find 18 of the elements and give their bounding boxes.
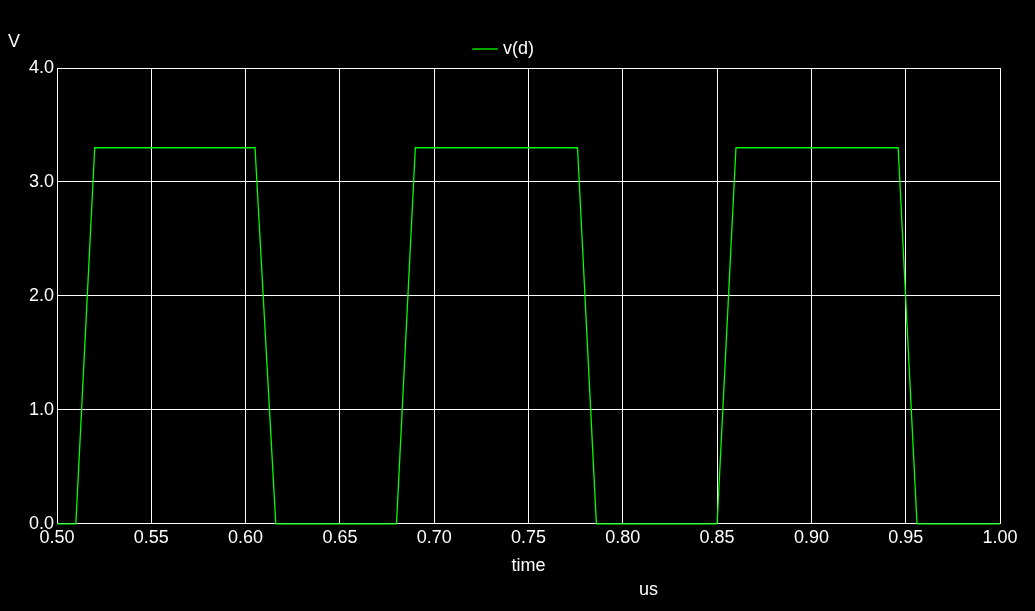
x-tick-label: 0.75 bbox=[510, 526, 547, 547]
y-axis-title: V bbox=[8, 30, 21, 51]
y-tick-label: 2.0 bbox=[28, 284, 54, 305]
x-tick-label: 0.65 bbox=[322, 526, 358, 547]
y-tick-label: 1.0 bbox=[28, 398, 54, 419]
x-axis-title: time bbox=[511, 555, 546, 576]
x-tick-label: 0.70 bbox=[416, 526, 452, 547]
x-tick-label: 0.85 bbox=[699, 526, 735, 547]
x-tick-label: 1.00 bbox=[982, 526, 1018, 547]
text: us bbox=[638, 578, 659, 599]
x-tick-label: 0.95 bbox=[888, 526, 924, 547]
legend-label: v(d) bbox=[503, 37, 534, 58]
x-tick-label: 0.90 bbox=[793, 526, 829, 547]
x-tick-label: 0.80 bbox=[605, 526, 641, 547]
x-tick-label: 0.60 bbox=[228, 526, 264, 547]
y-tick-label: 3.0 bbox=[28, 170, 54, 191]
y-tick-label: 4.0 bbox=[28, 56, 54, 77]
x-tick-label: 0.55 bbox=[133, 526, 169, 547]
